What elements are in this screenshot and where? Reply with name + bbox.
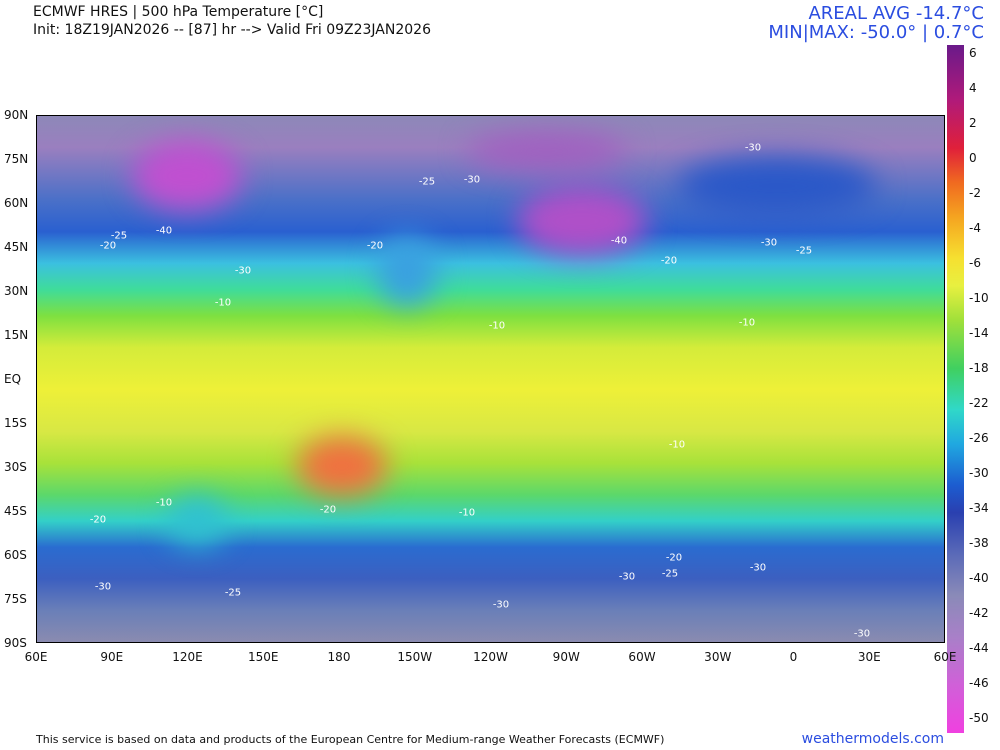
lon-label: 150W <box>397 650 433 664</box>
contour-label: -20 <box>99 240 117 252</box>
lat-label: 45N <box>4 240 29 254</box>
trough <box>377 236 437 306</box>
areal-avg: AREAL AVG -14.7°C <box>808 3 984 24</box>
contour-label: -30 <box>744 142 762 154</box>
contour-label: -25 <box>224 587 242 599</box>
colorbar-label: -40 <box>969 571 989 585</box>
contour-label: -20 <box>89 514 107 526</box>
warm-spot <box>297 436 387 496</box>
contour-label: -10 <box>214 297 232 309</box>
lon-label: 90E <box>100 650 124 664</box>
colorbar-label: -44 <box>969 641 989 655</box>
contour-label: -20 <box>660 255 678 267</box>
init-time: Init: 18Z19JAN2026 -- [87] hr --> Valid … <box>33 22 431 38</box>
contour-label: -20 <box>319 504 337 516</box>
colorbar-label: -50 <box>969 711 989 725</box>
site: weathermodels.com <box>801 731 944 747</box>
contour-label: -30 <box>760 237 778 249</box>
contour-label: -10 <box>488 320 506 332</box>
contour-label: -10 <box>738 317 756 329</box>
contour-label: -30 <box>749 562 767 574</box>
colorbar-label: -14 <box>969 326 989 340</box>
lat-label: 45S <box>4 504 27 518</box>
lat-label: 30S <box>4 460 27 474</box>
lon-label: 0 <box>789 650 798 664</box>
lat-label: 90N <box>4 108 29 122</box>
cold-pool <box>132 141 242 211</box>
lat-label: 30N <box>4 284 29 298</box>
contour-label: -10 <box>155 497 173 509</box>
lon-label: 120W <box>473 650 508 664</box>
contour-label: -25 <box>661 568 679 580</box>
lat-label: 90S <box>4 636 27 650</box>
credit: This service is based on data and produc… <box>36 733 665 746</box>
colorbar-label: -30 <box>969 466 989 480</box>
lat-label: 15N <box>4 328 29 342</box>
colorbar-label: -26 <box>969 431 989 445</box>
min-max: MIN|MAX: -50.0° | 0.7°C <box>768 22 984 43</box>
colorbar-label: -10 <box>969 291 989 305</box>
cold-pool <box>467 131 627 171</box>
colorbar-label: -18 <box>969 361 989 375</box>
contour-label: -30 <box>492 599 510 611</box>
temperature-map: -40 -25 -20 -30 -25 -30 -20 -40 -30 -30 -25 -20 -10-… <box>36 115 945 643</box>
colorbar-label: -42 <box>969 606 989 620</box>
colorbar-label: -4 <box>969 221 981 235</box>
lon-label: 30W <box>704 650 732 664</box>
contour-label: -30 <box>853 628 871 640</box>
colorbar-label: 0 <box>969 151 977 165</box>
lon-label: 90W <box>552 650 580 664</box>
lat-label: EQ <box>4 372 22 386</box>
lon-label: 180 <box>327 650 351 664</box>
cold-pool <box>517 186 647 256</box>
contour-label: -25 <box>110 230 128 242</box>
colorbar-label: -38 <box>969 536 989 550</box>
colorbar-label: -2 <box>969 186 981 200</box>
lat-label: 60S <box>4 548 27 562</box>
colorbar-label: -6 <box>969 256 981 270</box>
contour-label: -25 <box>418 176 436 188</box>
contour-label: -25 <box>795 245 813 257</box>
contour-label: -40 <box>610 235 628 247</box>
trough <box>167 496 227 546</box>
contour-label: -30 <box>463 174 481 186</box>
cold-area <box>677 156 877 216</box>
contour-label: -30 <box>618 571 636 583</box>
lon-label: 60W <box>628 650 656 664</box>
lat-label: 15S <box>4 416 27 430</box>
lon-label: 30E <box>857 650 881 664</box>
colorbar <box>947 45 964 733</box>
lon-label: 120E <box>172 650 203 664</box>
colorbar-label: 4 <box>969 81 977 95</box>
colorbar-label: -34 <box>969 501 989 515</box>
title: ECMWF HRES | 500 hPa Temperature [°C] <box>33 4 324 20</box>
colorbar-label: 2 <box>969 116 977 130</box>
contour-label: -10 <box>668 439 686 451</box>
contour-label: -20 <box>665 552 683 564</box>
colorbar-label: 6 <box>969 46 977 60</box>
contour-label: -10 <box>458 507 476 519</box>
lat-label: 75N <box>4 152 29 166</box>
contour-label: -40 <box>155 225 173 237</box>
colorbar-label: -22 <box>969 396 989 410</box>
lat-label: 75S <box>4 592 27 606</box>
lon-label: 60E <box>24 650 48 664</box>
contour-label: -20 <box>366 240 384 252</box>
contour-label: -30 <box>94 581 112 593</box>
lon-label: 150E <box>248 650 279 664</box>
colorbar-label: -46 <box>969 676 989 690</box>
lon-label: 60E <box>933 650 957 664</box>
contour-label: -30 <box>234 265 252 277</box>
lat-label: 60N <box>4 196 29 210</box>
